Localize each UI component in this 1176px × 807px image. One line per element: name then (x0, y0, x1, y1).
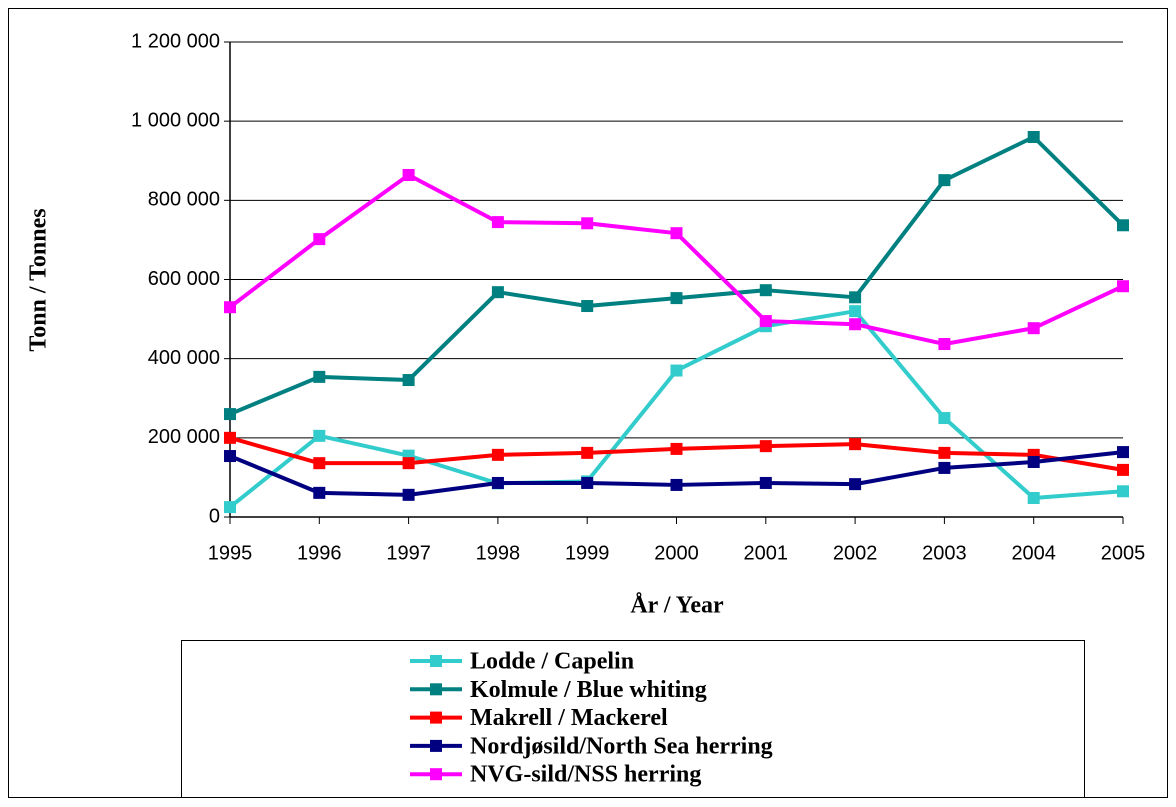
point (670, 292, 683, 305)
x-tick-label: 2005 (1101, 542, 1146, 564)
legend-marker (430, 739, 442, 752)
x-tick-label: 1996 (297, 542, 342, 564)
point (1027, 492, 1040, 504)
x-tick-label: 2002 (833, 542, 878, 564)
point (759, 476, 772, 489)
point (402, 457, 415, 470)
point (224, 408, 236, 421)
point (1027, 455, 1040, 468)
point (938, 461, 951, 474)
point (759, 315, 772, 328)
point (224, 450, 236, 463)
point (849, 291, 862, 304)
point (581, 476, 594, 489)
x-tick-label: 2003 (922, 542, 967, 564)
point (670, 478, 683, 491)
point (313, 370, 326, 383)
legend-label: Lodde / Capelin (470, 649, 634, 675)
legend-box (181, 640, 1085, 798)
point (402, 169, 415, 181)
point (581, 300, 594, 313)
x-tick-label: 2001 (744, 542, 789, 564)
legend-marker (430, 655, 442, 667)
point (313, 429, 326, 442)
y-tick-label: 1 200 000 (131, 30, 220, 52)
point (1117, 463, 1129, 476)
x-tick-label: 1999 (565, 542, 610, 564)
point (849, 318, 862, 331)
y-tick-label: 1 000 000 (131, 109, 220, 131)
x-tick-label: 2004 (1011, 542, 1056, 564)
point (224, 301, 236, 314)
point (849, 305, 862, 318)
x-tick-label: 2000 (654, 542, 699, 564)
point (313, 486, 326, 499)
point (402, 488, 415, 501)
point (491, 286, 504, 299)
legend-label: Makrell / Mackerel (470, 705, 668, 731)
point (1117, 219, 1129, 232)
legend-marker (430, 711, 442, 724)
point (1117, 280, 1129, 293)
legend-label: Nordjøsild/North Sea herring (470, 733, 773, 759)
point (938, 174, 951, 187)
point (491, 448, 504, 461)
point (670, 227, 683, 240)
point (759, 440, 772, 453)
point (670, 364, 683, 377)
point (224, 501, 236, 514)
point (938, 412, 951, 425)
point (313, 233, 326, 246)
point (1117, 446, 1129, 459)
y-tick-label: 800 000 (148, 189, 220, 211)
point (224, 431, 236, 444)
point (759, 284, 772, 297)
point (1027, 322, 1040, 335)
y-axis-title: Tonn / Tonnes (26, 208, 52, 351)
point (938, 446, 951, 459)
point (581, 217, 594, 230)
point (670, 442, 683, 455)
point (1117, 485, 1129, 498)
x-tick-label: 1997 (386, 542, 431, 564)
point (402, 374, 415, 387)
point (581, 446, 594, 459)
legend-marker (430, 768, 442, 781)
legend-label: Kolmule / Blue whiting (470, 677, 707, 703)
y-tick-label: 200 000 (148, 426, 220, 448)
y-tick-label: 600 000 (148, 268, 220, 290)
y-tick-label: 0 (209, 505, 220, 527)
x-axis-title: År / Year (630, 593, 724, 619)
x-tick-label: 1998 (476, 542, 521, 564)
point (849, 438, 862, 451)
point (491, 476, 504, 489)
point (849, 478, 862, 491)
point (313, 457, 326, 470)
legend-label: NVG-sild/NSS herring (470, 762, 701, 788)
point (491, 216, 504, 229)
point (1027, 131, 1040, 143)
x-tick-label: 1995 (208, 542, 253, 564)
point (938, 338, 951, 351)
legend-marker (430, 683, 442, 696)
y-tick-label: 400 000 (148, 347, 220, 369)
